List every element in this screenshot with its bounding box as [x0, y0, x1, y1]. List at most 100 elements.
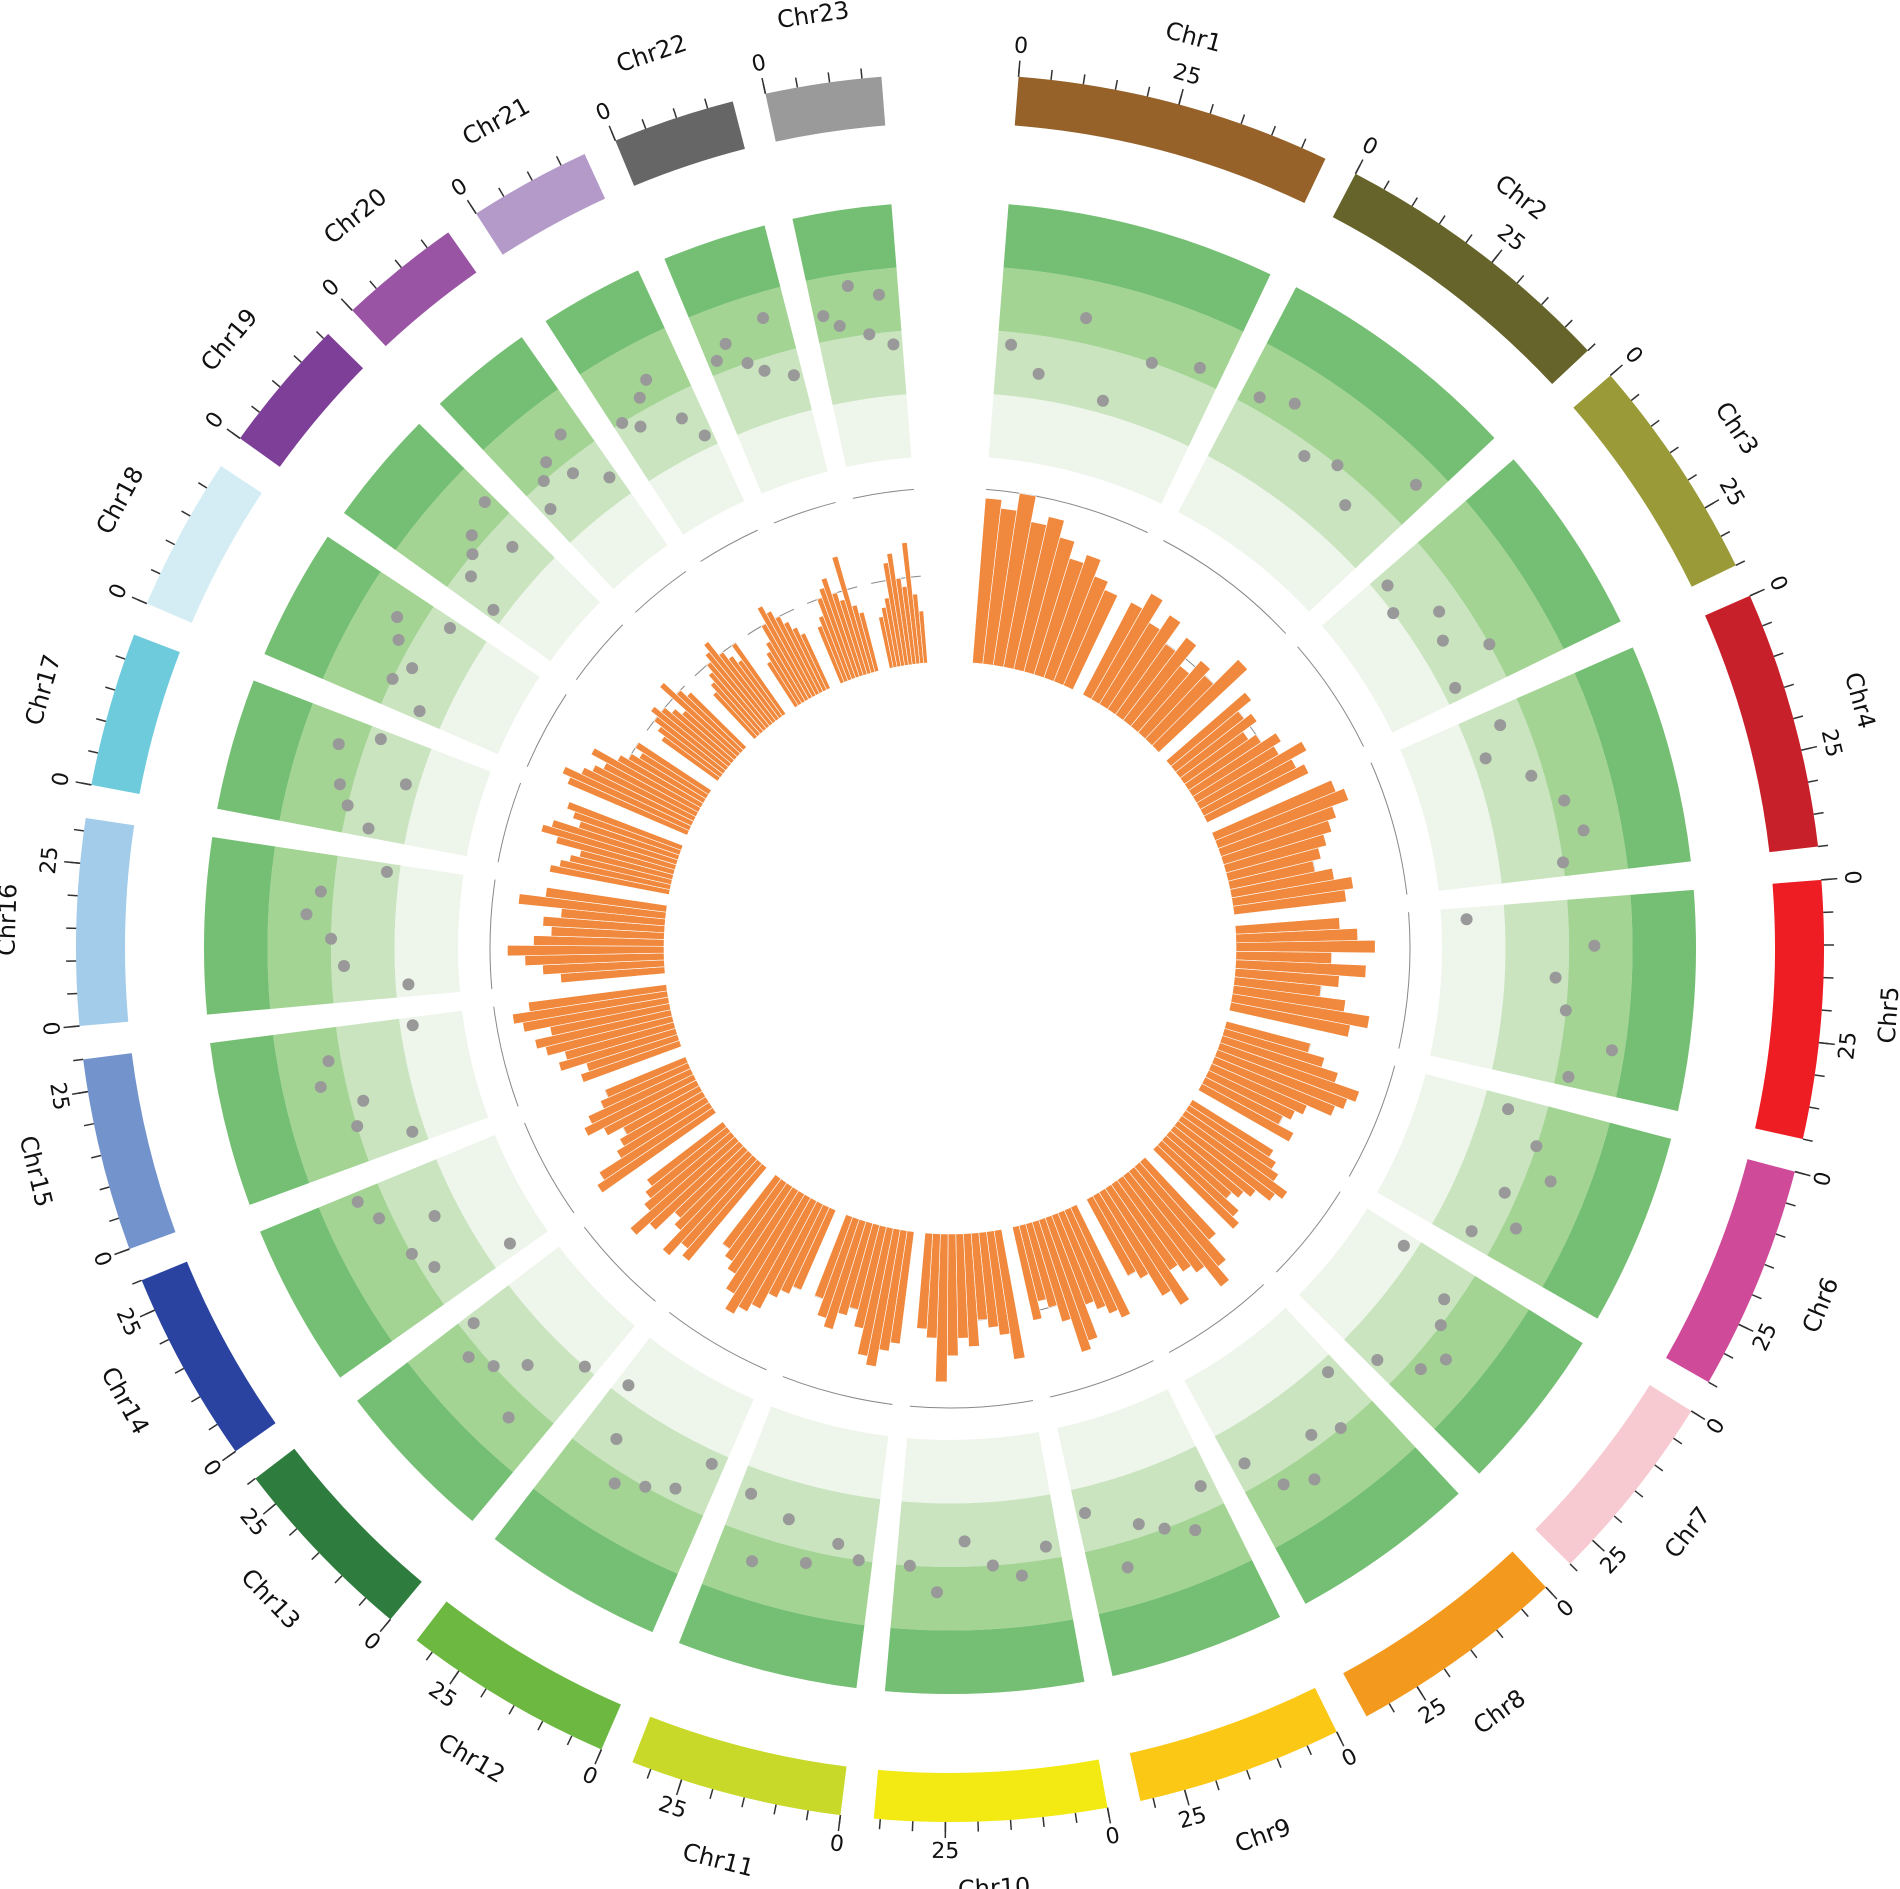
scatter-band	[664, 225, 781, 318]
scatter-dot	[1549, 971, 1562, 984]
scatter-band	[1574, 647, 1691, 869]
tick-label: 25	[234, 1504, 271, 1542]
grid-arc	[852, 488, 914, 499]
ideogram	[476, 154, 606, 255]
scatter-band	[341, 726, 432, 845]
scatter-dot	[1189, 1524, 1202, 1537]
scatter-band	[805, 267, 902, 343]
scatter-band	[648, 443, 745, 535]
grid-arc	[1297, 646, 1365, 747]
scatter-dot	[521, 1359, 534, 1372]
bar	[1232, 889, 1347, 916]
minor-tick	[704, 98, 709, 109]
tick-label: 0	[1358, 132, 1382, 161]
minor-tick	[1673, 1437, 1683, 1445]
scatter-band	[572, 1388, 729, 1516]
scatter-dot	[341, 799, 354, 812]
scatter-dot	[958, 1535, 971, 1548]
scatter-band	[832, 394, 912, 468]
minor-tick	[174, 1367, 185, 1374]
scatter-dot	[1559, 1004, 1572, 1017]
scatter-dot	[1502, 1103, 1515, 1116]
minor-tick	[1813, 811, 1824, 815]
scatter-dot	[1080, 312, 1093, 325]
scatter-dot	[1145, 356, 1158, 369]
minor-tick	[773, 1804, 777, 1815]
scatter-band	[1389, 1275, 1529, 1429]
minor-tick	[99, 1186, 110, 1191]
scatter-dot	[1305, 1428, 1318, 1441]
scatter-dot	[466, 548, 479, 561]
scatter-dot	[1438, 1293, 1451, 1306]
minor-tick	[794, 77, 799, 88]
grid-arc	[497, 782, 522, 863]
scatter-band	[890, 1556, 1074, 1631]
scatter-dot	[413, 705, 426, 718]
minor-tick	[1751, 1294, 1762, 1300]
scatter-band	[579, 328, 692, 428]
minor-tick	[741, 1797, 746, 1808]
scatter-band	[819, 330, 907, 406]
minor-tick	[311, 1552, 320, 1561]
chromosome-name: Chr18	[91, 462, 150, 539]
minor-tick	[181, 510, 191, 517]
scatter-band	[901, 1431, 1051, 1504]
scatter-band	[399, 1010, 489, 1140]
scatter-band	[483, 389, 595, 497]
scatter-dot	[1498, 1186, 1511, 1199]
scatter-dot	[930, 1586, 943, 1599]
tick-label: 0	[48, 770, 75, 788]
grid-arc	[1050, 1360, 1154, 1398]
scatter-dot	[1277, 1478, 1290, 1491]
minor-tick	[73, 828, 84, 832]
bar	[634, 741, 712, 795]
scatter-dot	[392, 633, 405, 646]
minor-tick	[1634, 1490, 1644, 1498]
scatter-dot	[782, 1513, 795, 1526]
minor-tick	[1541, 296, 1549, 306]
chromosome-name: Chr9	[1231, 1813, 1294, 1858]
scatter-dot	[405, 1247, 418, 1260]
scatter-band	[1321, 584, 1450, 733]
tick	[837, 1815, 842, 1832]
scatter-dot	[832, 1537, 845, 1550]
minor-tick	[197, 482, 208, 489]
minor-tick	[498, 187, 505, 197]
minor-tick	[1564, 319, 1573, 328]
scatter-dot	[544, 502, 557, 515]
scatter-band	[1458, 698, 1565, 884]
scatter-dot	[322, 1055, 335, 1068]
bar	[1011, 1225, 1043, 1321]
scatter-dot	[1158, 1522, 1171, 1535]
scatter-band	[993, 330, 1216, 447]
minor-tick	[1775, 1233, 1786, 1238]
tick-label: 0	[1619, 342, 1647, 369]
minor-tick	[1306, 1745, 1312, 1756]
tick-label: 0	[1839, 870, 1865, 886]
scatter-dot	[719, 337, 732, 350]
scatter-band	[1377, 1073, 1488, 1224]
chromosome-name: Chr17	[20, 651, 67, 728]
minor-tick	[83, 1122, 94, 1127]
scatter-dot	[1605, 1044, 1618, 1057]
scatter-dot	[872, 288, 885, 301]
tick-label: 0	[201, 408, 229, 434]
scatter-band	[217, 680, 313, 821]
scatter-dot	[1588, 939, 1601, 952]
bar	[800, 632, 831, 691]
scatter-band	[498, 557, 600, 662]
minor-tick	[1793, 715, 1804, 720]
scatter-dot	[1414, 1363, 1427, 1376]
minor-tick	[246, 1477, 256, 1486]
scatter-dot	[833, 320, 846, 333]
tick-label: 0	[828, 1831, 845, 1858]
scatter-dot	[351, 1120, 364, 1133]
tick-label: 25	[1834, 1031, 1862, 1062]
scatter-band	[210, 1034, 310, 1205]
scatter-dot	[863, 328, 876, 341]
minor-tick	[334, 1575, 343, 1584]
tick	[1178, 88, 1184, 105]
scatter-band	[279, 703, 373, 833]
minor-tick	[91, 1154, 102, 1159]
